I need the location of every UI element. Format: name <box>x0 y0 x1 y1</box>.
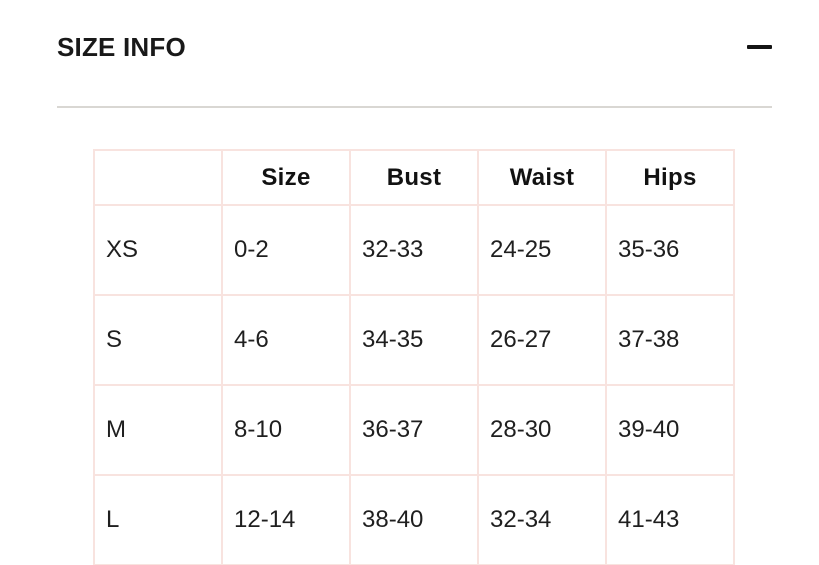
size-chart-table: Size Bust Waist Hips XS 0-2 32-33 24-25 … <box>93 149 735 565</box>
table-cell: 4-6 <box>221 294 351 386</box>
table-cell: 32-34 <box>477 474 607 565</box>
table-cell: 41-43 <box>605 474 735 565</box>
table-row: XS 0-2 32-33 24-25 35-36 <box>93 204 735 296</box>
table-header-row: Size Bust Waist Hips <box>93 149 735 206</box>
table-cell: 0-2 <box>221 204 351 296</box>
row-label-cell: S <box>93 294 223 386</box>
table-cell: 24-25 <box>477 204 607 296</box>
table-row: M 8-10 36-37 28-30 39-40 <box>93 384 735 476</box>
table-cell: 37-38 <box>605 294 735 386</box>
row-label-cell: XS <box>93 204 223 296</box>
table-cell: 35-36 <box>605 204 735 296</box>
row-label-cell: M <box>93 384 223 476</box>
table-cell: 34-35 <box>349 294 479 386</box>
column-header-hips: Hips <box>605 149 735 206</box>
table-cell: 12-14 <box>221 474 351 565</box>
table-cell: 28-30 <box>477 384 607 476</box>
column-header-empty <box>93 149 223 206</box>
size-info-title: SIZE INFO <box>57 31 186 62</box>
table-cell: 32-33 <box>349 204 479 296</box>
table-cell: 39-40 <box>605 384 735 476</box>
table-cell: 8-10 <box>221 384 351 476</box>
section-divider <box>57 106 772 108</box>
column-header-waist: Waist <box>477 149 607 206</box>
table-row: L 12-14 38-40 32-34 41-43 <box>93 474 735 565</box>
collapse-minus-icon[interactable] <box>747 44 772 50</box>
table-cell: 38-40 <box>349 474 479 565</box>
column-header-size: Size <box>221 149 351 206</box>
column-header-bust: Bust <box>349 149 479 206</box>
table-cell: 36-37 <box>349 384 479 476</box>
table-cell: 26-27 <box>477 294 607 386</box>
row-label-cell: L <box>93 474 223 565</box>
size-info-accordion-header[interactable]: SIZE INFO <box>57 30 772 64</box>
table-row: S 4-6 34-35 26-27 37-38 <box>93 294 735 386</box>
